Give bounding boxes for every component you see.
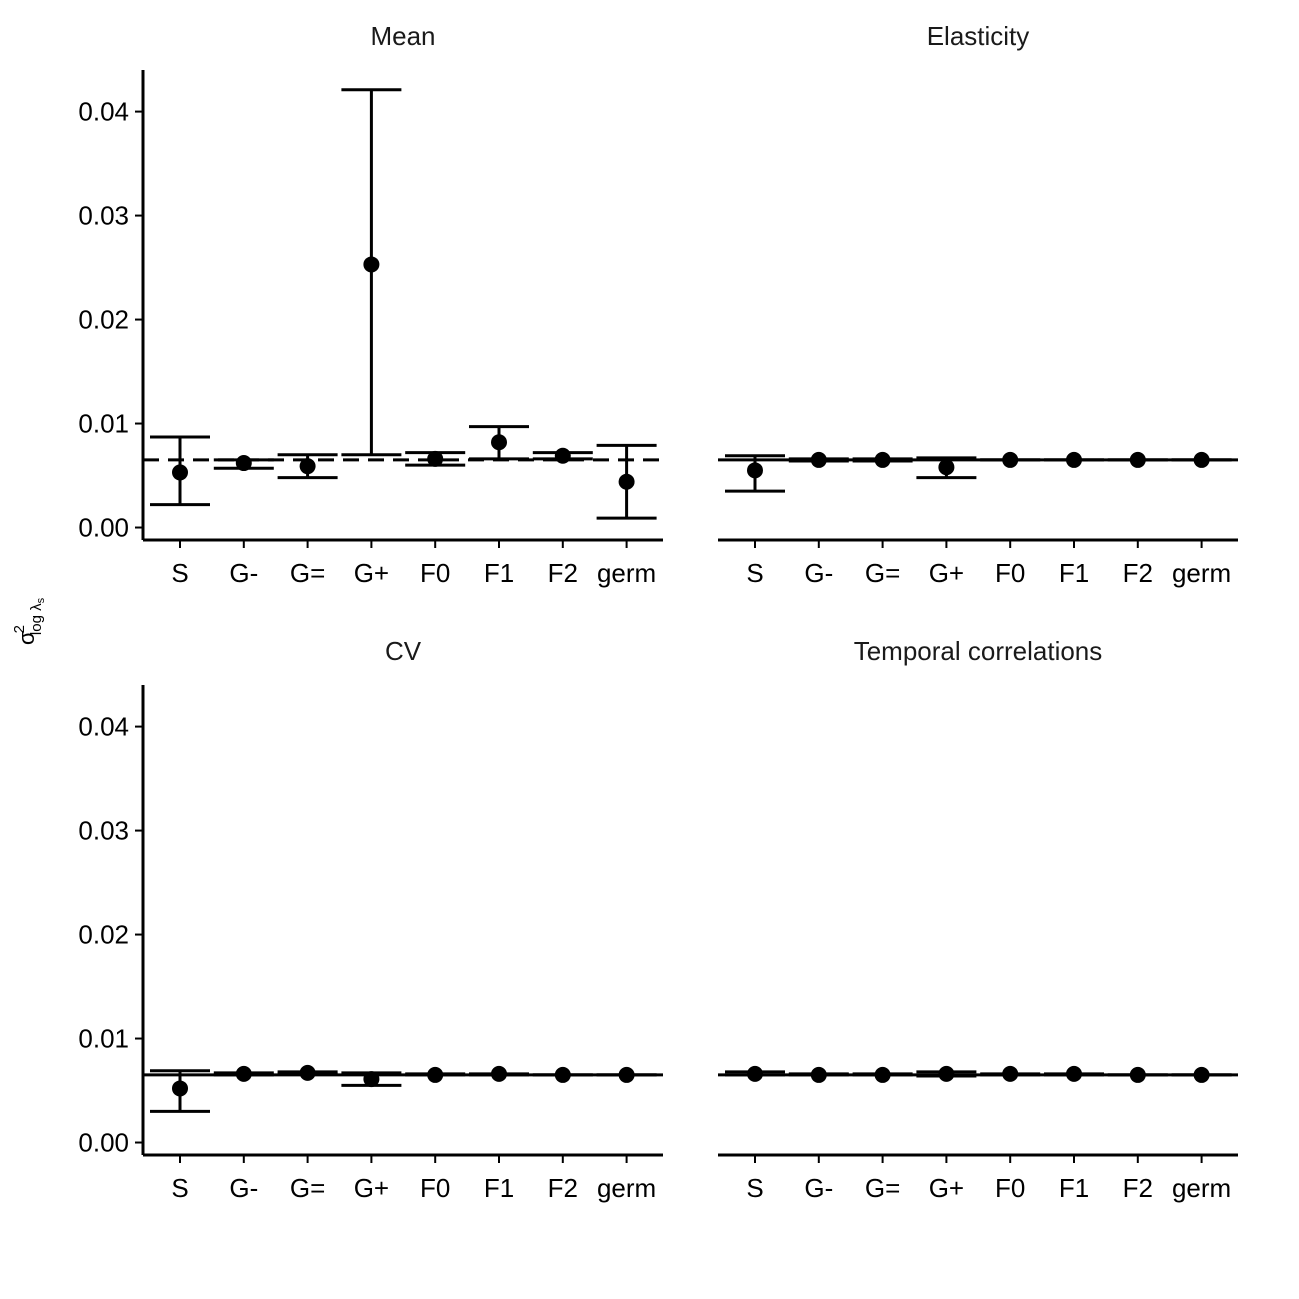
panel-3-point-germ xyxy=(618,1066,635,1083)
panel-4-point-G- xyxy=(810,1066,827,1083)
panel-1-point-F1 xyxy=(491,434,507,451)
panel-1-y-tick-label: 0.03 xyxy=(78,201,129,231)
y-axis-label-subscript: log λ xyxy=(28,603,45,635)
panel-3-x-tick-label: F0 xyxy=(420,1173,450,1203)
panel-1-y-tick-label: 0.02 xyxy=(78,305,129,335)
panel-1-title: Mean xyxy=(370,21,435,51)
panel-1-y-tick-label: 0.01 xyxy=(78,409,129,439)
panel-2-point-germ xyxy=(1193,451,1210,468)
panel-4-point-F1 xyxy=(1066,1065,1082,1082)
panel-1-x-tick-label: G- xyxy=(229,558,258,588)
panel-1-x-tick-label: F0 xyxy=(420,558,450,588)
panel-2-x-tick-label: F0 xyxy=(995,558,1025,588)
panel-4-point-G= xyxy=(874,1066,891,1083)
panel-4-point-G+ xyxy=(938,1065,955,1082)
panel-3-title: CV xyxy=(385,636,422,666)
panel-4-x-tick-label: G- xyxy=(804,1173,833,1203)
panel-3-point-G= xyxy=(299,1064,316,1081)
panel-3-x-tick-label: S xyxy=(171,1173,188,1203)
panel-2-point-F2 xyxy=(1129,451,1146,468)
panel-4-point-F2 xyxy=(1129,1066,1146,1083)
panel-2-x-tick-label: S xyxy=(746,558,763,588)
panel-2-x-tick-label: G= xyxy=(865,558,900,588)
panel-1-point-S xyxy=(172,464,188,481)
panel-3-y-tick-label: 0.01 xyxy=(78,1024,129,1054)
panel-4-x-tick-label: S xyxy=(746,1173,763,1203)
panel-1-point-G+ xyxy=(363,256,380,273)
y-axis-label-superscript: 2 xyxy=(11,625,28,633)
panel-2-x-tick-label: F2 xyxy=(1123,558,1153,588)
panel-1-y-tick-label: 0.00 xyxy=(78,513,129,543)
panel-2-point-G+ xyxy=(938,459,955,476)
panel-1-x-tick-label: F1 xyxy=(484,558,514,588)
panel-4-x-tick-label: G+ xyxy=(929,1173,964,1203)
panel-2-x-tick-label: G- xyxy=(804,558,833,588)
svg-text:σ2log λs: σ2log λs xyxy=(11,597,47,645)
panel-1-x-tick-label: G= xyxy=(290,558,325,588)
panel-3-point-F0 xyxy=(427,1066,444,1083)
y-axis-label-subscript-sub: s xyxy=(35,597,47,603)
panel-3-x-tick-label: G+ xyxy=(354,1173,389,1203)
panel-3-point-F1 xyxy=(491,1065,507,1082)
panel-4-point-germ xyxy=(1193,1066,1210,1083)
panel-1-point-G= xyxy=(299,458,316,475)
panel-1-point-F2 xyxy=(554,447,571,464)
panel-3-x-tick-label: F2 xyxy=(548,1173,578,1203)
panel-4-point-S xyxy=(747,1065,763,1082)
panel-3-point-G+ xyxy=(363,1071,380,1088)
panel-4-x-tick-label: germ xyxy=(1172,1173,1231,1203)
panel-2-x-tick-label: F1 xyxy=(1059,558,1089,588)
panel-2-x-tick-label: germ xyxy=(1172,558,1231,588)
panel-3-x-tick-label: F1 xyxy=(484,1173,514,1203)
y-axis-label-symbol: σ xyxy=(14,631,39,645)
panel-1-point-F0 xyxy=(427,450,444,467)
panel-2-point-F0 xyxy=(1002,451,1019,468)
panel-4-x-tick-label: F2 xyxy=(1123,1173,1153,1203)
panel-3-x-tick-label: germ xyxy=(597,1173,656,1203)
panel-4-x-tick-label: G= xyxy=(865,1173,900,1203)
panel-4-x-tick-label: F0 xyxy=(995,1173,1025,1203)
panel-3-point-G- xyxy=(235,1065,252,1082)
panel-2-point-G- xyxy=(810,451,827,468)
panel-1-y-tick-label: 0.04 xyxy=(78,97,129,127)
panel-1-x-tick-label: S xyxy=(171,558,188,588)
y-axis-label: σ2log λs xyxy=(4,560,48,650)
panel-3-point-F2 xyxy=(554,1066,571,1083)
panel-1-x-tick-label: germ xyxy=(597,558,656,588)
panel-2-x-tick-label: G+ xyxy=(929,558,964,588)
panel-3-x-tick-label: G= xyxy=(290,1173,325,1203)
panel-2-point-G= xyxy=(874,451,891,468)
panel-3-x-tick-label: G- xyxy=(229,1173,258,1203)
panel-1-point-germ xyxy=(618,473,635,490)
panel-3-y-tick-label: 0.02 xyxy=(78,920,129,950)
panel-2-point-F1 xyxy=(1066,451,1082,468)
panel-3-y-tick-label: 0.03 xyxy=(78,816,129,846)
panel-3-y-tick-label: 0.04 xyxy=(78,712,129,742)
panel-4-title: Temporal correlations xyxy=(854,636,1103,666)
panel-3-y-tick-label: 0.00 xyxy=(78,1128,129,1158)
panel-4-point-F0 xyxy=(1002,1065,1019,1082)
panel-2-point-S xyxy=(747,462,763,479)
panel-1-point-G- xyxy=(235,455,252,472)
panel-1-x-tick-label: G+ xyxy=(354,558,389,588)
panel-1-x-tick-label: F2 xyxy=(548,558,578,588)
panel-3-point-S xyxy=(172,1080,188,1097)
panel-4-x-tick-label: F1 xyxy=(1059,1173,1089,1203)
panel-2-title: Elasticity xyxy=(927,21,1030,51)
